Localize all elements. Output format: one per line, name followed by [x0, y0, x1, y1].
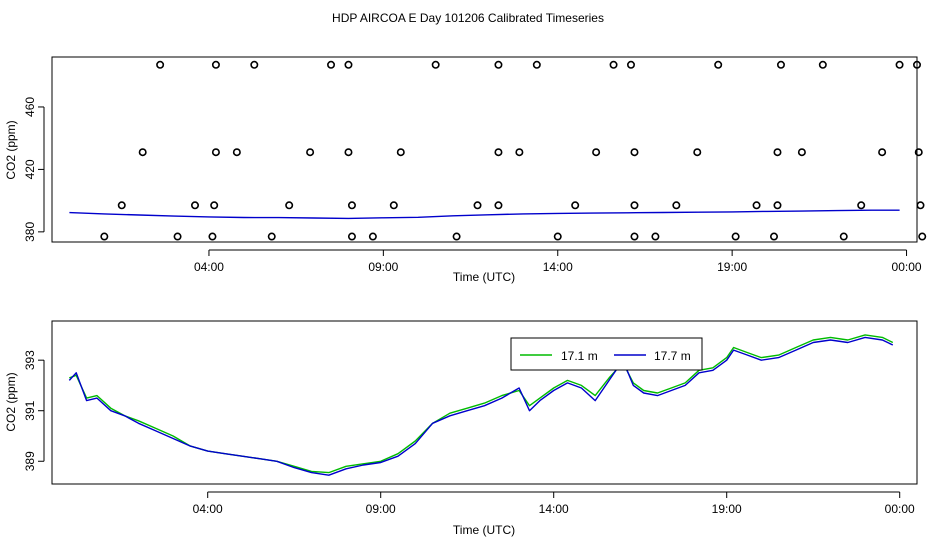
calibration-point: [306, 148, 315, 157]
calibration-point: [211, 148, 220, 157]
calibration-point: [494, 148, 503, 157]
calibration-point: [776, 60, 785, 69]
calibration-points: [100, 60, 927, 241]
calibration-point: [731, 232, 740, 241]
calibration-point: [773, 148, 782, 157]
calibration-point: [769, 232, 778, 241]
calibration-point: [368, 232, 377, 241]
calibration-point: [592, 148, 601, 157]
calibration-point: [344, 60, 353, 69]
x-tick-label: 19:00: [717, 260, 747, 274]
calibration-point: [431, 60, 440, 69]
calibration-point: [515, 148, 524, 157]
calibration-point: [857, 201, 866, 210]
calibration-point: [532, 60, 541, 69]
calibration-point: [797, 148, 806, 157]
calibration-point: [210, 201, 219, 210]
x-tick-label: 14:00: [543, 260, 573, 274]
calibration-point: [191, 201, 200, 210]
calibration-point: [232, 148, 241, 157]
calibration-point: [208, 232, 217, 241]
y-tick-label: 391: [23, 400, 37, 420]
y-axis: 389 391 393: [23, 350, 45, 471]
calibration-point: [818, 60, 827, 69]
calibration-point: [672, 201, 681, 210]
plot-frame: [51, 320, 918, 485]
calibration-point: [651, 232, 660, 241]
calibration-point: [912, 60, 921, 69]
calibration-point: [693, 148, 702, 157]
calibration-point: [267, 232, 276, 241]
legend-box: [510, 337, 703, 371]
calibration-point: [773, 201, 782, 210]
calibration-point: [630, 232, 639, 241]
calibration-point: [327, 60, 336, 69]
x-tick-label: 00:00: [885, 502, 915, 516]
calibration-point: [473, 201, 482, 210]
x-axis: 04:00 09:00 14:00 19:00 00:00: [193, 491, 915, 516]
calibration-point: [609, 60, 618, 69]
calibration-point: [918, 232, 927, 241]
timeseries-panel: 389 391 393 04:00 09:00 14:00 19:00 00:00 Time…: [4, 320, 918, 537]
calibration-point: [389, 201, 398, 210]
calibration-point: [117, 201, 126, 210]
chart-title: HDP AIRCOA E Day 101206 Calibrated Times…: [332, 11, 604, 25]
y-axis: 380 420 460: [23, 97, 45, 242]
calibration-panel: 380 420 460 04:00 09:00 14:00 19:00 00:00 Time…: [4, 56, 927, 284]
x-tick-label: 09:00: [368, 260, 398, 274]
calibration-point: [396, 148, 405, 157]
calibration-point: [895, 60, 904, 69]
calibration-point: [494, 201, 503, 210]
calibration-point: [347, 201, 356, 210]
calibration-point: [752, 201, 761, 210]
x-tick-label: 00:00: [892, 260, 922, 274]
series-line-17-1-m: [69, 334, 894, 474]
calibration-point: [156, 60, 165, 69]
calibration-point: [494, 60, 503, 69]
y-tick-label: 380: [23, 222, 37, 242]
calibration-point: [173, 232, 182, 241]
y-axis-label: CO2 (ppm): [4, 120, 18, 179]
calibration-point: [916, 201, 925, 210]
y-tick-label: 460: [23, 97, 37, 117]
x-axis: 04:00 09:00 14:00 19:00 00:00: [194, 249, 922, 274]
calibration-point: [285, 201, 294, 210]
calibration-point: [630, 148, 639, 157]
x-tick-label: 19:00: [712, 502, 742, 516]
calibration-point: [100, 232, 109, 241]
x-axis-label: Time (UTC): [453, 523, 515, 537]
x-tick-label: 04:00: [193, 502, 223, 516]
calibration-point: [626, 60, 635, 69]
calibration-point: [553, 232, 562, 241]
calibration-point: [878, 148, 887, 157]
calibration-point: [839, 232, 848, 241]
legend-label-17-1: 17.1 m: [561, 349, 598, 363]
y-tick-label: 389: [23, 451, 37, 471]
y-axis-label: CO2 (ppm): [4, 372, 18, 431]
legend: 17.1 m 17.7 m: [510, 337, 703, 371]
series-line-17-7-m: [68, 336, 894, 476]
series-line: [69, 209, 900, 220]
calibration-point: [914, 148, 923, 157]
calibration-point: [630, 201, 639, 210]
series-group: [68, 334, 894, 476]
calibration-point: [714, 60, 723, 69]
x-tick-label: 09:00: [366, 502, 396, 516]
x-axis-label: Time (UTC): [453, 270, 515, 284]
calibration-point: [344, 148, 353, 157]
calibration-point: [347, 232, 356, 241]
x-tick-label: 04:00: [194, 260, 224, 274]
calibration-point: [250, 60, 259, 69]
x-tick-label: 14:00: [539, 502, 569, 516]
calibration-point: [452, 232, 461, 241]
calibration-point: [571, 201, 580, 210]
y-tick-label: 420: [23, 159, 37, 179]
legend-label-17-7: 17.7 m: [654, 349, 691, 363]
y-tick-label: 393: [23, 350, 37, 370]
calibration-point: [138, 148, 147, 157]
calibration-point: [211, 60, 220, 69]
